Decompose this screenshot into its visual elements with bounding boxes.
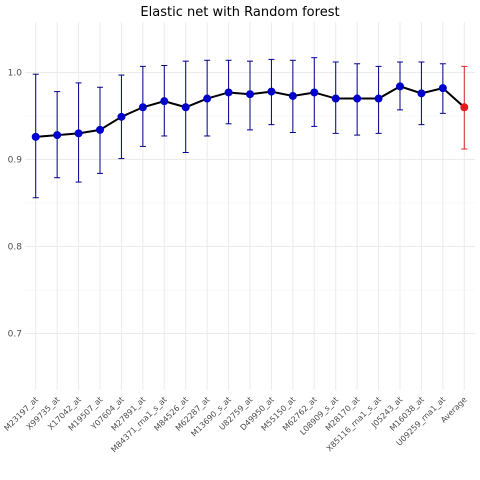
data-point [246,90,254,99]
data-point [117,112,126,121]
data-point [353,94,362,103]
data-point [374,94,383,103]
data-point [138,103,147,112]
data-point [267,87,276,96]
data-point [31,132,40,141]
data-point [460,103,469,112]
data-point [160,97,169,106]
data-point [203,94,212,103]
data-point [288,91,297,100]
data-point [310,88,319,97]
y-tick-label: 1.0 [8,68,23,78]
data-point [417,89,426,98]
data-point [96,125,104,134]
data-point [181,103,190,112]
data-point [438,84,447,93]
data-point [74,129,83,138]
y-tick-label: 0.8 [8,242,23,252]
y-tick-label: 0.7 [8,329,22,339]
y-tick-label: 0.9 [8,155,23,165]
data-point [396,82,404,91]
data-point [331,94,340,103]
chart-title: Elastic net with Random forest [140,5,340,20]
data-point [224,88,233,97]
data-point [53,131,62,140]
